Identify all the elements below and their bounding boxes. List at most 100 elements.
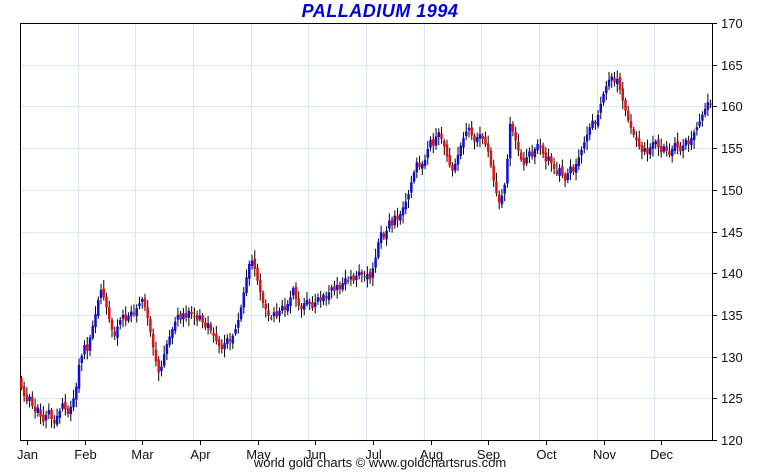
candle-body: [201, 315, 204, 323]
candle-body: [127, 315, 130, 321]
candle-body: [223, 343, 226, 350]
candle-body: [626, 110, 630, 121]
candle-body: [684, 139, 688, 146]
candle-body: [173, 321, 177, 332]
candle-body: [640, 145, 644, 153]
x-tick-label: Oct: [536, 447, 557, 462]
candle-body: [530, 151, 534, 157]
x-tick-label: Jun: [305, 447, 326, 462]
candle-body: [462, 138, 465, 148]
x-tick-label: Nov: [593, 447, 617, 462]
candle-body: [291, 288, 295, 296]
candle-body: [423, 159, 427, 166]
candle-body: [643, 148, 646, 152]
candle-body: [541, 145, 545, 154]
x-tick-label: Apr: [190, 447, 211, 462]
candle-body: [97, 299, 100, 317]
candle-body: [577, 157, 581, 166]
candle-body: [256, 267, 259, 281]
candle-body: [374, 257, 377, 268]
candle-body: [547, 156, 550, 161]
candle-body: [198, 315, 202, 320]
candle-body: [519, 152, 523, 160]
x-tick-label: Aug: [420, 447, 443, 462]
candle-body: [514, 132, 517, 141]
candle-body: [61, 403, 64, 409]
candle-body: [415, 162, 419, 173]
candle-body: [657, 139, 660, 148]
candle-body: [283, 306, 287, 310]
candle-body: [248, 264, 251, 279]
candle-body: [561, 166, 564, 176]
candle-body: [377, 242, 380, 258]
candle-body: [445, 144, 449, 157]
candle-body: [311, 302, 314, 309]
y-tick-label: 165: [721, 58, 743, 73]
candle-body: [393, 215, 397, 225]
x-tick-label: Mar: [131, 447, 154, 462]
x-tick-label: May: [246, 447, 271, 462]
y-tick-label: 160: [721, 99, 743, 114]
candle-body: [162, 354, 166, 366]
candle-body: [552, 163, 556, 169]
candle-body: [330, 287, 333, 291]
candle-body: [187, 310, 191, 319]
candle-body: [107, 307, 111, 320]
candle-body: [99, 289, 103, 298]
candle-body: [105, 296, 108, 308]
candle-body: [300, 305, 303, 310]
candle-body: [118, 319, 122, 325]
candle-body: [149, 318, 152, 333]
candle-body: [701, 114, 704, 121]
candle-body: [410, 182, 413, 193]
candle-body: [368, 272, 372, 280]
candle-body: [253, 258, 257, 270]
candle-body: [421, 163, 424, 169]
candle-body: [160, 366, 163, 372]
candle-body: [239, 307, 243, 320]
candle-body: [280, 305, 284, 311]
candle-body: [621, 88, 625, 101]
candle-body: [215, 333, 218, 341]
y-tick-label: 145: [721, 225, 743, 240]
candle-body: [250, 260, 254, 267]
candle-body: [495, 181, 498, 194]
candle-body: [670, 148, 674, 157]
candle-body: [594, 121, 597, 124]
candle-body: [121, 314, 125, 319]
y-tick-label: 140: [721, 266, 743, 281]
candle-body: [212, 332, 215, 336]
candle-body: [124, 314, 127, 321]
y-tick-label: 170: [721, 16, 743, 31]
candle-body: [654, 141, 657, 145]
candle-body: [665, 146, 668, 151]
candle-body: [272, 312, 276, 317]
chart-caption: world gold charts © www.goldchartsrus.co…: [253, 455, 507, 470]
candle-body: [217, 339, 221, 346]
candle-body: [184, 313, 188, 318]
candle-body: [245, 277, 248, 294]
candle-body: [453, 163, 457, 171]
candle-body: [289, 297, 292, 307]
candle-body: [220, 345, 224, 350]
candle-body: [574, 163, 578, 173]
candle-body: [357, 271, 361, 276]
candle-body: [264, 303, 268, 310]
candle-body: [396, 215, 399, 220]
candle-body: [550, 156, 553, 164]
candle-body: [629, 121, 633, 129]
candle-body: [72, 398, 75, 408]
candle-body: [286, 304, 289, 312]
candle-body: [500, 195, 504, 205]
candle-body: [316, 297, 320, 302]
candle-body: [618, 76, 622, 90]
candle-body: [226, 338, 229, 344]
candle-body: [648, 147, 652, 155]
candle-body: [475, 137, 479, 143]
candle-body: [459, 145, 462, 157]
candle-body: [544, 152, 548, 162]
candle-body: [558, 168, 561, 176]
candle-body: [401, 207, 405, 216]
candle-body: [497, 194, 501, 203]
